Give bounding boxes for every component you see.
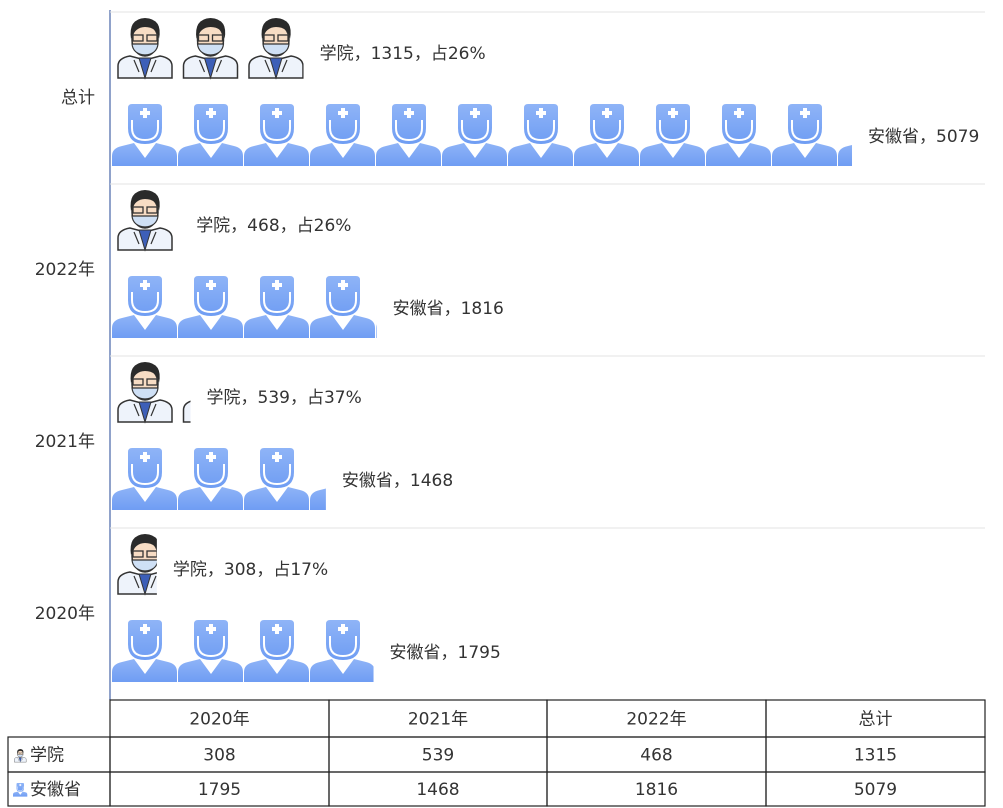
value-label: 安徽省，1468: [342, 471, 453, 491]
legend-label: 学院: [30, 746, 64, 766]
pictorial-bar: [112, 620, 374, 684]
table-header: 2020年: [189, 710, 249, 730]
plot: 2020年 学院，308，占17% 安徽省，1795 2021年 学院，539，占37%…: [35, 11, 985, 701]
value-label: 安徽省，1816: [393, 299, 504, 319]
table-value: 468: [640, 746, 672, 766]
pictorial-bar: [112, 104, 853, 168]
table-cell: [765, 771, 986, 807]
pictorial-bar: [112, 276, 377, 340]
legend-icon: [14, 748, 27, 763]
legend-icon: [12, 782, 28, 797]
pictorial-bar: [112, 532, 157, 596]
value-label: 学院，1315，占26%: [320, 44, 486, 64]
category-label: 2022年: [35, 260, 95, 280]
value-label: 安徽省，1795: [390, 643, 501, 663]
category-label: 2021年: [35, 432, 95, 452]
table-header: 2022年: [626, 710, 686, 730]
value-label: 学院，539，占37%: [207, 388, 362, 408]
legend-label: 安徽省: [30, 780, 81, 800]
table-value: 1468: [416, 780, 459, 800]
table-value: 1795: [198, 780, 241, 800]
pictorial-bar: [112, 188, 181, 252]
table-header: 总计: [859, 710, 893, 730]
table-value: 1315: [854, 746, 897, 766]
table-header: 2021年: [408, 710, 468, 730]
pictorial-bar: [112, 448, 326, 512]
value-label: 学院，468，占26%: [196, 216, 351, 236]
table-value: 5079: [854, 780, 897, 800]
pictorial-bar: [112, 360, 191, 424]
value-label: 安徽省，5079: [868, 127, 979, 147]
pictorial-bar: [112, 16, 304, 80]
table-value: 539: [422, 746, 454, 766]
table-value: 308: [203, 746, 235, 766]
value-label: 学院，308，占17%: [173, 560, 328, 580]
category-label: 2020年: [35, 604, 95, 624]
table-value: 1816: [635, 780, 678, 800]
category-label: 总计: [61, 88, 95, 108]
